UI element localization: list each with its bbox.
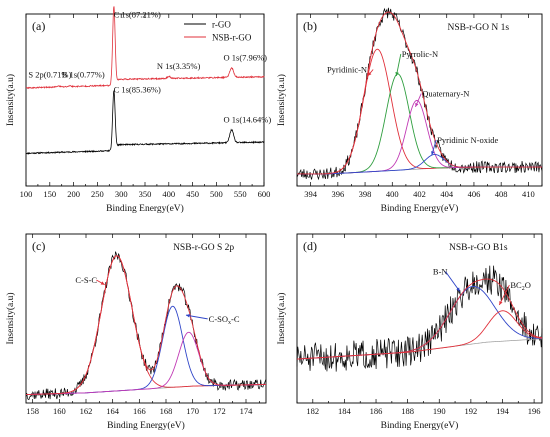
annotation: Quaternary-N (422, 89, 469, 99)
annotation: Pyridinic-N (327, 64, 367, 74)
x-tick-label: 192 (464, 406, 477, 416)
x-tick-label: 406 (468, 189, 481, 199)
x-tick-label: 184 (338, 406, 352, 416)
x-tick-label: 164 (106, 406, 120, 416)
annotation: BC2O (510, 280, 530, 292)
x-tick-label: 174 (240, 406, 254, 416)
x-tick-label: 400 (162, 189, 175, 199)
y-axis-label: Insensity(a.u) (276, 293, 287, 345)
annotation: N 1s(3.35%) (157, 61, 201, 71)
annotation: C-S-C (75, 275, 97, 285)
annotation-arrow (445, 271, 461, 292)
x-tick-label: 500 (210, 189, 223, 199)
x-tick-label: 600 (258, 189, 271, 199)
fit-envelope (25, 255, 267, 395)
fit-envelope (296, 278, 543, 360)
x-tick-label: 196 (528, 406, 541, 416)
x-tick-label: 200 (67, 189, 80, 199)
plot-frame (25, 233, 267, 404)
annotation: S 2p(0.71%) (28, 70, 71, 80)
x-tick-label: 190 (433, 406, 446, 416)
annotation-arrowhead (367, 72, 372, 76)
x-tick-label: 182 (306, 406, 319, 416)
x-tick-label: 400 (386, 189, 399, 199)
annotation: C 1s(87.21%) (114, 9, 161, 19)
annotation: C 1s(85.36%) (114, 84, 161, 94)
x-tick-label: 170 (186, 406, 199, 416)
x-axis-label: Binding Energy(eV) (106, 203, 184, 214)
x-tick-label: 166 (133, 406, 146, 416)
x-tick-label: 188 (401, 406, 414, 416)
annotation: Pyrrolic-N (402, 49, 438, 59)
annotation-arrowhead (499, 300, 503, 305)
panel-label: (d) (303, 239, 317, 253)
x-tick-label: 168 (160, 406, 173, 416)
x-tick-label: 408 (495, 189, 508, 199)
x-tick-label: 350 (139, 189, 152, 199)
panel-label: (b) (303, 19, 317, 33)
annotation-arrow (395, 53, 402, 77)
x-tick-label: 160 (53, 406, 66, 416)
panel-label: (a) (32, 19, 45, 33)
annotation: C-SOx-C (209, 314, 240, 326)
annotation: B-N (433, 267, 448, 277)
panel-title: NSB-r-GO B1s (449, 243, 508, 253)
x-axis-label: Binding Energy(eV) (107, 420, 185, 431)
series-r-GO (25, 89, 265, 155)
x-axis-label: Binding Energy(eV) (381, 203, 459, 214)
raw-spectrum (296, 265, 543, 372)
y-axis-label: Insensity(a.u) (5, 293, 16, 345)
plot-frame (296, 13, 543, 187)
legend-entry: r-GO (212, 20, 231, 30)
x-tick-label: 186 (370, 406, 383, 416)
annotation-arrowhead (431, 151, 435, 156)
legend-entry: NSB-r-GO (212, 33, 252, 43)
panel-d: 182 184 186 188 190 192 194 196 Binding Energy(e… (276, 233, 543, 431)
annotation: O 1s(14.64%) (224, 114, 272, 124)
annotation-arrowhead (415, 102, 419, 107)
annotation-arrow (498, 284, 510, 306)
panel-b: 394 396 398 400 402 404 406 408 410 Binding Energ… (276, 7, 543, 214)
x-tick-label: 300 (115, 189, 128, 199)
plot-frame (296, 233, 543, 404)
annotation-arrowhead (395, 72, 399, 76)
annotation: O 1s(7.96%) (224, 52, 268, 62)
panel-title: NSB-r-GO N 1s (448, 23, 510, 33)
annotation: B 1s(0.77%) (62, 70, 105, 80)
x-tick-label: 450 (186, 189, 199, 199)
x-tick-label: 398 (359, 189, 372, 199)
x-tick-label: 394 (304, 189, 318, 199)
x-tick-label: 100 (20, 189, 33, 199)
x-tick-label: 404 (440, 189, 454, 199)
x-tick-label: 402 (413, 189, 426, 199)
annotation-arrowhead (456, 287, 460, 292)
annotation-arrowhead (100, 281, 105, 285)
x-tick-label: 194 (496, 406, 510, 416)
annotation: Pyridinic N-oxide (437, 135, 498, 145)
panel-label: (c) (32, 239, 45, 253)
x-tick-label: 396 (331, 189, 344, 199)
x-tick-label: 150 (43, 189, 56, 199)
x-tick-label: 550 (234, 189, 247, 199)
panel-title: NSB-r-GO S 2p (173, 243, 234, 253)
x-tick-label: 162 (80, 406, 93, 416)
x-axis-label: Binding Energy(eV) (381, 420, 459, 431)
x-tick-label: 172 (213, 406, 226, 416)
series-NSB-r-GO (25, 6, 265, 90)
y-axis-label: Insensity(a.u) (5, 74, 16, 126)
panel-c: 158 160 162 164 166 168 170 172 174 Binding Energ… (5, 233, 267, 431)
x-tick-label: 410 (522, 189, 535, 199)
component-Pyrrolic-N (297, 73, 542, 175)
component-Pyridinic N-oxide (297, 154, 542, 175)
annotation-arrowhead (186, 314, 190, 318)
x-tick-label: 250 (91, 189, 104, 199)
fit-envelope (297, 11, 542, 175)
component-Quaternary-N (297, 99, 542, 175)
annotation-arrow (185, 314, 208, 320)
y-axis-label: Insensity(a.u) (276, 74, 287, 126)
x-tick-label: 158 (26, 406, 39, 416)
panel-a: 100 150 200 250 300 350 400 450 500 550 600 Binding… (5, 6, 271, 214)
raw-spectrum (296, 7, 543, 181)
